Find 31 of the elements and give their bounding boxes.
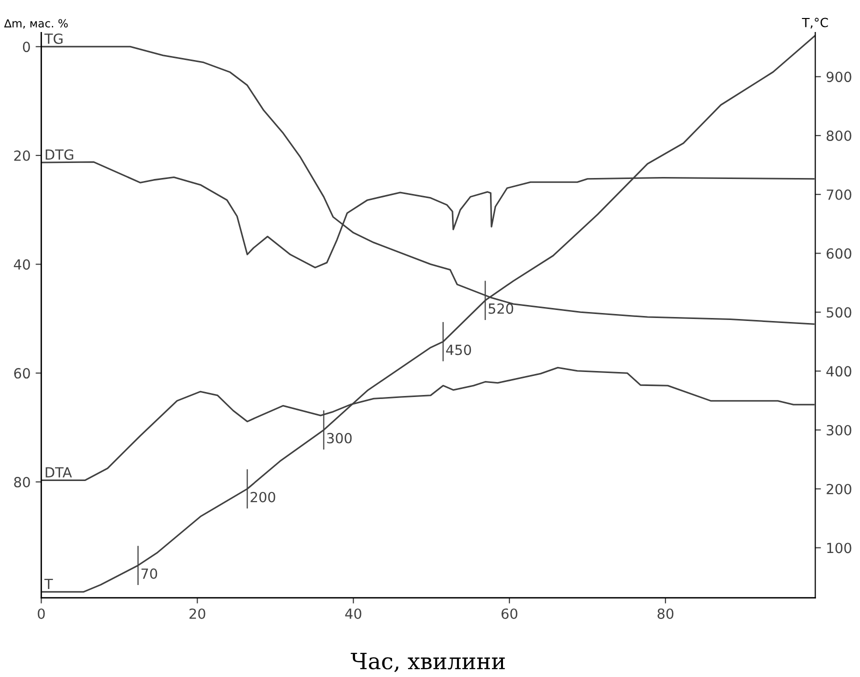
annotation: 200 bbox=[250, 492, 276, 502]
y-tick-label: 0 bbox=[22, 42, 30, 52]
series-label: DTG bbox=[46, 149, 74, 160]
annotation: 520 bbox=[488, 303, 514, 314]
y-tick-label: 60 bbox=[14, 368, 30, 379]
series-label: TG bbox=[44, 33, 63, 44]
x-tick-label: 0 bbox=[38, 608, 45, 619]
annotation: 70 bbox=[142, 568, 158, 579]
x-axis-title: Час, хвилини bbox=[350, 652, 505, 672]
y-tick-label: 40 bbox=[14, 259, 30, 270]
y2-tick-label: 700 bbox=[826, 189, 852, 200]
series-label: DTA bbox=[46, 467, 72, 478]
y2-tick-label: 300 bbox=[826, 424, 852, 436]
x-tick-label: 80 bbox=[658, 608, 674, 619]
y-tick-label: 80 bbox=[14, 476, 30, 488]
y2-tick-label: 800 bbox=[826, 130, 852, 142]
y2-tick-label: 400 bbox=[826, 366, 852, 377]
series-label: T bbox=[44, 578, 53, 590]
y2-tick-label: 100 bbox=[827, 542, 852, 554]
y-axis-title: ∆m, мас. % bbox=[4, 19, 68, 29]
y2-tick-label: 900 bbox=[826, 72, 852, 82]
x-tick-label: 60 bbox=[502, 608, 518, 619]
annotation: 450 bbox=[446, 344, 472, 356]
x-tick-label: 40 bbox=[345, 608, 362, 619]
x-tick-label: 20 bbox=[190, 608, 206, 619]
annotation: 300 bbox=[327, 432, 352, 444]
y2-tick-label: 500 bbox=[826, 307, 852, 318]
y2-tick-label: 200 bbox=[826, 484, 852, 494]
y-tick-label: 20 bbox=[14, 150, 30, 161]
y2-axis-title: T,°C bbox=[802, 18, 828, 29]
y2-tick-label: 600 bbox=[826, 248, 852, 259]
